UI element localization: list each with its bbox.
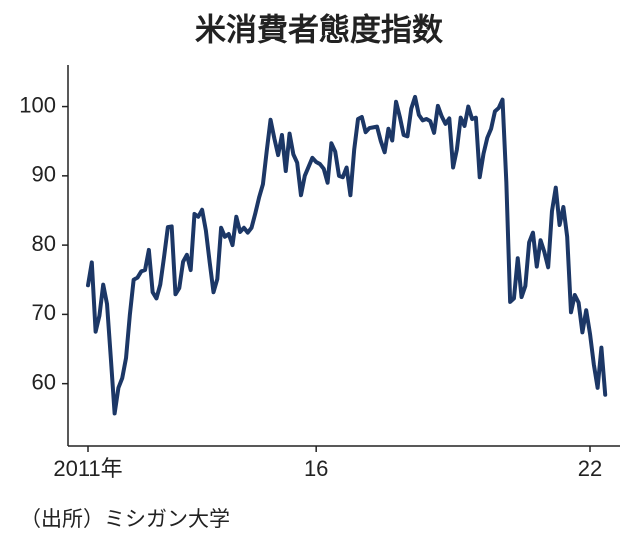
y-tick-label: 60 — [32, 369, 56, 394]
x-tick-label: 22 — [578, 456, 602, 481]
x-tick-label: 16 — [304, 456, 328, 481]
y-tick-label: 70 — [32, 300, 56, 325]
x-tick-label: 2011年 — [53, 456, 122, 481]
data-line — [86, 94, 608, 416]
source-note: （出所）ミシガン大学 — [20, 507, 230, 531]
chart-title: 米消費者態度指数 — [195, 13, 443, 49]
y-tick-label: 80 — [32, 231, 56, 256]
y-tick-label: 90 — [32, 162, 56, 187]
y-tick-label: 100 — [19, 92, 56, 117]
